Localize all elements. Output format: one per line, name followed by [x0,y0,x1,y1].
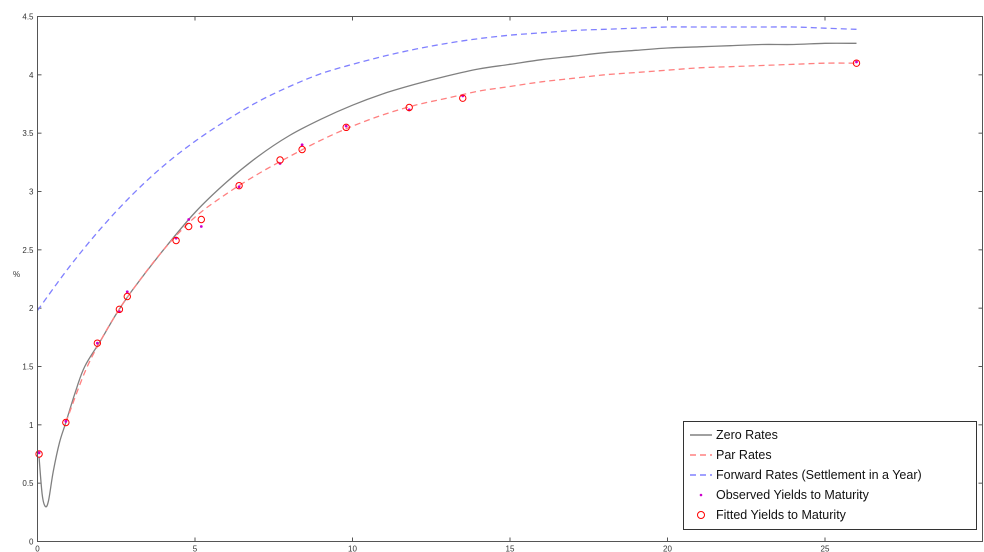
y-tick-label: 3 [29,188,34,197]
legend-label-observed-yields: Observed Yields to Maturity [716,488,870,502]
series-line-par-rates [65,62,857,423]
y-tick-label: 2 [29,304,34,313]
legend-label-par-rates: Par Rates [716,448,772,462]
legend-swatch-observed-yields [699,493,703,497]
data-point-fitted-yields-to-maturity [459,94,467,102]
data-point-observed-yields-to-maturity [855,60,858,64]
y-tick-label: 0.5 [22,479,34,488]
legend-label-zero-rates: Zero Rates [716,428,778,442]
data-point-observed-yields-to-maturity [37,451,41,455]
data-point-observed-yields-to-maturity [64,419,68,423]
x-axis: 0 5 10 15 20 25 [35,16,830,552]
data-point-fitted-yields-to-maturity [35,450,43,458]
data-point-fitted-yields-to-maturity [93,339,102,347]
legend: Zero Rates Par Rates Forward Rates (Sett… [683,421,977,530]
y-tick-label: 3.5 [22,129,34,138]
data-point-fitted-yields-to-maturity [276,156,284,164]
data-point-observed-yields-to-maturity [187,218,191,221]
y-axis-label: % [13,270,20,279]
legend-box [683,421,977,530]
data-point-fitted-yields-to-maturity [62,418,70,427]
series-markers [35,59,861,458]
data-point-fitted-yields-to-maturity [235,181,243,190]
series-lines [36,26,857,508]
y-tick-label: 4.5 [22,13,34,22]
data-point-observed-yields-to-maturity [344,124,348,128]
x-tick-label: 25 [821,545,830,552]
data-point-fitted-yields-to-maturity [172,236,180,245]
x-tick-label: 0 [35,545,40,552]
data-point-observed-yields-to-maturity [199,225,203,228]
data-point-observed-yields-to-maturity [300,143,304,147]
data-point-fitted-yields-to-maturity [185,222,193,231]
data-point-observed-yields-to-maturity [95,341,99,345]
x-tick-label: 10 [348,545,357,552]
legend-swatch-fitted-yields [697,511,705,519]
series-line-forward-rates-settlement-in-a-year [36,26,857,311]
y-tick-label: 1.5 [22,363,34,372]
data-point-observed-yields-to-maturity [237,185,241,189]
x-tick-label: 15 [506,545,515,552]
y-tick-label: 4 [29,71,34,80]
data-point-fitted-yields-to-maturity [342,123,350,132]
legend-label-fitted-yields: Fitted Yields to Maturity [716,508,847,522]
data-point-fitted-yields-to-maturity [123,292,131,301]
plot-frame [37,16,983,542]
data-point-fitted-yields-to-maturity [405,103,413,112]
x-tick-label: 20 [663,545,672,552]
series-line-zero-rates [38,42,857,508]
data-point-fitted-yields-to-maturity [115,305,124,314]
x-tick-label: 5 [193,545,198,552]
data-point-fitted-yields-to-maturity [298,145,306,154]
y-tick-label: 0 [29,538,34,547]
y-tick-label: 1 [29,421,34,430]
data-point-fitted-yields-to-maturity [197,215,206,224]
y-tick-label: 2.5 [22,246,34,255]
legend-label-forward-rates: Forward Rates (Settlement in a Year) [716,468,922,482]
data-point-fitted-yields-to-maturity [852,59,861,67]
data-point-observed-yields-to-maturity [125,290,129,294]
